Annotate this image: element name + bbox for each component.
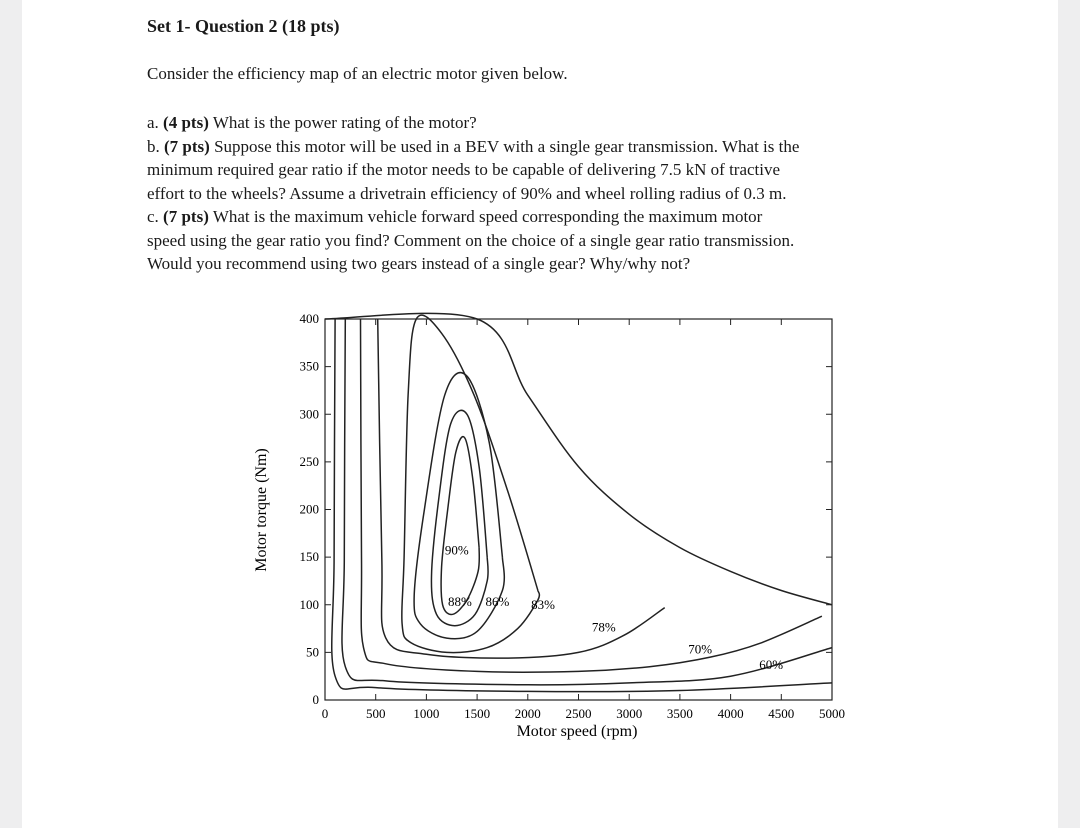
y-axis-label: Motor torque (Nm) (253, 448, 270, 572)
question-list: a. (4 pts) What is the power rating of t… (147, 111, 947, 276)
efficiency-contour (401, 314, 541, 654)
question-part-a-text: What is the power rating of the motor? (212, 113, 477, 132)
x-tick-label: 3500 (667, 706, 693, 721)
question-part-c-label: c. (147, 207, 159, 226)
x-tick-label: 3000 (616, 706, 642, 721)
x-tick-label: 500 (366, 706, 386, 721)
y-tick-label: 0 (313, 692, 320, 707)
efficiency-contour (440, 435, 481, 616)
plot-frame (324, 318, 833, 701)
contour-label: 90% (445, 542, 469, 557)
question-part-c-line-3: Would you recommend using two gears inst… (147, 254, 691, 273)
y-tick-label: 400 (300, 311, 320, 326)
x-tick-label: 1000 (413, 706, 439, 721)
question-part-b-line-1: b. (7 pts) Suppose this motor will be us… (147, 135, 947, 159)
y-tick-label: 250 (300, 454, 320, 469)
y-tick-label: 300 (300, 406, 320, 421)
contour-label: 88% (448, 594, 472, 609)
efficiency-map-chart: 0 500 1000 1500 2000 2500 3000 3500 4000 4500 5000… (253, 311, 846, 740)
efficiency-contour (341, 318, 833, 686)
document-page: Set 1- Question 2 (18 pts) Consider the … (22, 0, 1058, 828)
efficiency-contour (376, 318, 666, 659)
question-part-a-points: (4 pts) (163, 113, 209, 132)
y-tick-label: 150 (300, 549, 320, 564)
question-part-c-points: (7 pts) (163, 207, 209, 226)
x-tick-label: 2000 (515, 706, 541, 721)
y-tick-label: 350 (300, 359, 320, 374)
y-tick-label: 200 (300, 502, 320, 517)
efficiency-contour (359, 318, 823, 673)
contour-label: 70% (688, 642, 712, 657)
question-part-b-line-3: effort to the wheels? Assume a drivetrai… (147, 183, 787, 203)
question-title: Set 1- Question 2 (18 pts) (147, 16, 340, 36)
x-tick-label: 0 (322, 706, 329, 721)
question-part-c-line-1: c. (7 pts) What is the maximum vehicle f… (147, 205, 947, 229)
efficiency-contour (430, 409, 489, 627)
x-tick-label: 4500 (768, 706, 794, 721)
question-part-b-text: Suppose this motor will be used in a BEV… (214, 136, 800, 156)
contour-label: 83% (531, 597, 555, 612)
question-intro: Consider the efficiency map of an electr… (147, 64, 568, 83)
question-part-b-label: b. (147, 136, 160, 156)
x-axis-label: Motor speed (rpm) (517, 723, 638, 740)
x-tick-label: 2500 (566, 706, 592, 721)
question-part-b-line-2: minimum required gear ratio if the motor… (147, 160, 781, 179)
question-part-c-line-2: speed using the gear ratio you find? Com… (147, 230, 795, 250)
efficiency-contour (331, 318, 833, 693)
contour-label: 78% (592, 620, 616, 635)
y-tick-label: 100 (300, 597, 320, 612)
contour-label: 60% (759, 657, 783, 672)
efficiency-contour (413, 371, 506, 640)
question-part-c-text: What is the maximum vehicle forward spee… (212, 207, 763, 226)
max-torque-curve (324, 312, 833, 606)
y-tick-label: 50 (306, 644, 319, 659)
x-tick-label: 4000 (718, 706, 744, 721)
x-tick-label: 1500 (464, 706, 490, 721)
question-part-a-line-1: a. (4 pts) What is the power rating of t… (147, 111, 947, 135)
plot-area: 0 500 1000 1500 2000 2500 3000 3500 4000 4500 5000… (300, 311, 846, 721)
contour-label: 86% (485, 594, 509, 609)
x-tick-label: 5000 (819, 706, 845, 721)
question-part-b-points: (7 pts) (164, 136, 210, 156)
question-part-a-label: a. (147, 113, 159, 132)
